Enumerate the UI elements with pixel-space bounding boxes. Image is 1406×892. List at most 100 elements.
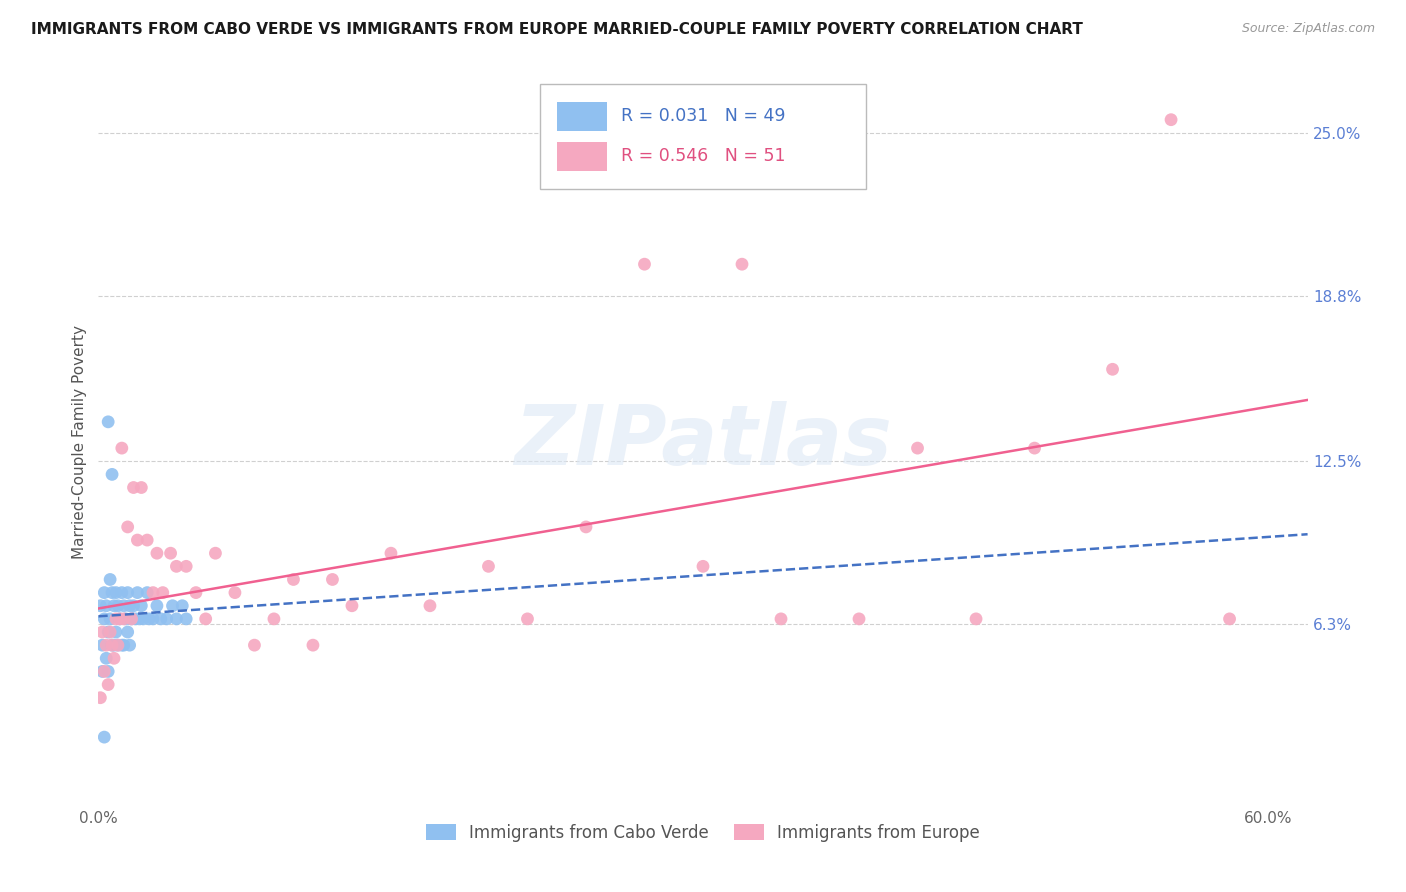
Point — [1219, 612, 1241, 626]
Point — [118, 599, 141, 613]
Point — [152, 585, 174, 599]
Point — [122, 599, 145, 613]
Point — [516, 612, 538, 626]
Point — [117, 520, 139, 534]
Point — [136, 585, 159, 599]
Point — [127, 533, 149, 547]
Point — [156, 612, 179, 626]
Point — [98, 612, 121, 626]
Point — [184, 585, 207, 599]
Point — [91, 638, 114, 652]
Point — [97, 625, 120, 640]
Point — [477, 559, 499, 574]
Point — [108, 612, 131, 626]
Point — [132, 612, 155, 626]
Point — [340, 599, 363, 613]
Point — [112, 638, 135, 652]
Point — [121, 612, 143, 626]
Point — [142, 612, 165, 626]
Point — [111, 441, 134, 455]
Point — [1160, 112, 1182, 127]
Point — [224, 585, 246, 599]
Point — [575, 520, 598, 534]
Point — [172, 599, 194, 613]
Point — [91, 665, 114, 679]
Point — [633, 257, 655, 271]
Point — [131, 599, 153, 613]
Point — [165, 559, 187, 574]
Point — [101, 467, 124, 482]
Point — [112, 612, 135, 626]
FancyBboxPatch shape — [540, 84, 866, 189]
Point — [174, 612, 197, 626]
Point — [96, 651, 118, 665]
Point — [146, 546, 169, 560]
Point — [107, 599, 129, 613]
Text: R = 0.031   N = 49: R = 0.031 N = 49 — [621, 107, 786, 126]
Point — [117, 585, 139, 599]
Point — [114, 612, 136, 626]
Point — [165, 612, 187, 626]
Point — [91, 625, 114, 640]
Point — [124, 612, 146, 626]
Point — [98, 573, 121, 587]
Point — [321, 573, 343, 587]
Point — [93, 730, 115, 744]
Point — [103, 651, 125, 665]
Point — [96, 638, 118, 652]
Point — [1101, 362, 1123, 376]
Point — [111, 585, 134, 599]
Point — [101, 585, 124, 599]
Point — [101, 638, 124, 652]
Point — [302, 638, 325, 652]
Point — [174, 559, 197, 574]
Y-axis label: Married-Couple Family Poverty: Married-Couple Family Poverty — [72, 325, 87, 558]
Point — [149, 612, 172, 626]
Point — [965, 612, 987, 626]
Point — [98, 625, 121, 640]
Point — [159, 546, 181, 560]
Text: IMMIGRANTS FROM CABO VERDE VS IMMIGRANTS FROM EUROPE MARRIED-COUPLE FAMILY POVER: IMMIGRANTS FROM CABO VERDE VS IMMIGRANTS… — [31, 22, 1083, 37]
Point — [122, 481, 145, 495]
Point — [108, 612, 131, 626]
Point — [692, 559, 714, 574]
Text: Source: ZipAtlas.com: Source: ZipAtlas.com — [1241, 22, 1375, 36]
Point — [243, 638, 266, 652]
Point — [89, 690, 111, 705]
Point — [731, 257, 754, 271]
Point — [93, 665, 115, 679]
Point — [103, 638, 125, 652]
Point — [283, 573, 305, 587]
Point — [128, 612, 150, 626]
Point — [380, 546, 402, 560]
Legend: Immigrants from Cabo Verde, Immigrants from Europe: Immigrants from Cabo Verde, Immigrants f… — [419, 817, 987, 848]
Point — [107, 638, 129, 652]
Point — [104, 585, 127, 599]
Point — [118, 638, 141, 652]
Point — [138, 612, 160, 626]
FancyBboxPatch shape — [557, 102, 607, 131]
Point — [89, 599, 111, 613]
Point — [112, 599, 135, 613]
Point — [97, 415, 120, 429]
Point — [107, 638, 129, 652]
Point — [96, 599, 118, 613]
Point — [97, 677, 120, 691]
Point — [93, 612, 115, 626]
Point — [419, 599, 441, 613]
Point — [103, 599, 125, 613]
Point — [131, 481, 153, 495]
Point — [1024, 441, 1046, 455]
Point — [101, 638, 124, 652]
Point — [769, 612, 792, 626]
Text: ZIPatlas: ZIPatlas — [515, 401, 891, 482]
Point — [97, 665, 120, 679]
Point — [142, 585, 165, 599]
Point — [104, 612, 127, 626]
Point — [907, 441, 929, 455]
Point — [104, 625, 127, 640]
Point — [117, 625, 139, 640]
Point — [146, 599, 169, 613]
Text: R = 0.546   N = 51: R = 0.546 N = 51 — [621, 147, 786, 165]
Point — [848, 612, 870, 626]
